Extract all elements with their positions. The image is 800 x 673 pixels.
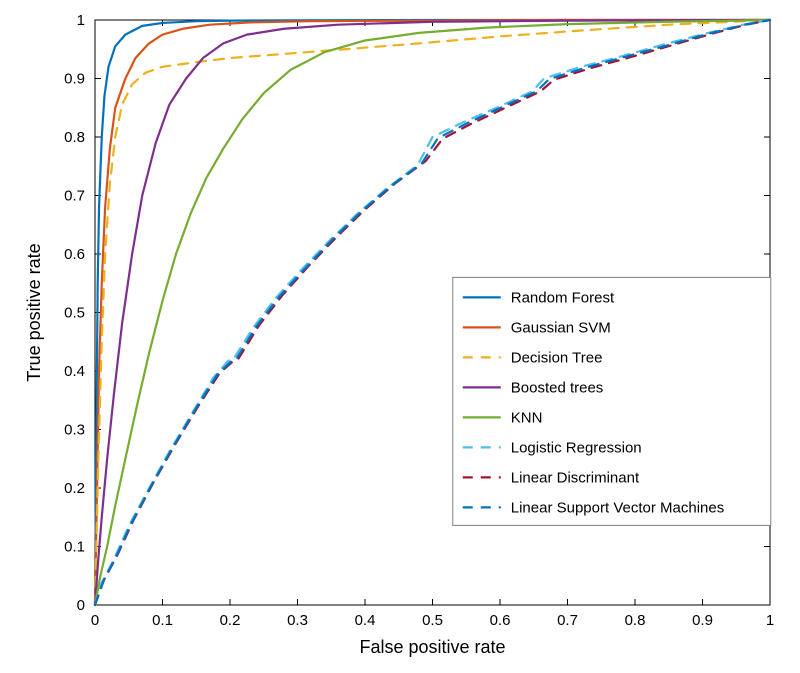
y-axis-label: True positive rate	[24, 243, 44, 381]
y-tick-label: 0.9	[64, 71, 85, 88]
y-tick-label: 0.5	[64, 305, 85, 322]
y-tick-label: 1	[77, 12, 85, 29]
x-tick-label: 0.3	[287, 612, 308, 629]
x-axis-label: False positive rate	[359, 637, 505, 657]
y-tick-label: 0.6	[64, 246, 85, 263]
y-tick-label: 0.8	[64, 129, 85, 146]
x-tick-label: 0.6	[490, 612, 511, 629]
legend-label: Logistic Regression	[511, 439, 642, 456]
legend-label: Gaussian SVM	[511, 319, 611, 336]
legend-label: Linear Discriminant	[511, 469, 640, 486]
y-tick-label: 0.3	[64, 422, 85, 439]
x-tick-label: 0.4	[355, 612, 376, 629]
legend-label: Linear Support Vector Machines	[511, 499, 724, 516]
y-tick-label: 0	[77, 597, 85, 614]
x-tick-label: 0.9	[692, 612, 713, 629]
x-tick-label: 0.2	[220, 612, 241, 629]
x-tick-label: 1	[766, 612, 774, 629]
legend-label: KNN	[511, 409, 543, 426]
y-tick-label: 0.7	[64, 188, 85, 205]
legend-label: Decision Tree	[511, 349, 603, 366]
roc-svg: 0 0.1 0.2 0.3 0.4 0.5 0.6 0.7 0.8 0.9 1 0 0.1 0.2 0.3 0…	[0, 0, 800, 673]
y-tick-label: 0.1	[64, 539, 85, 556]
x-tick-label: 0.5	[422, 612, 443, 629]
legend-label: Random Forest	[511, 289, 615, 306]
roc-chart: 0 0.1 0.2 0.3 0.4 0.5 0.6 0.7 0.8 0.9 1 0 0.1 0.2 0.3 0…	[0, 0, 800, 673]
y-tick-label: 0.2	[64, 480, 85, 497]
legend-box	[453, 277, 771, 525]
x-tick-label: 0.1	[152, 612, 173, 629]
x-tick-label: 0.7	[557, 612, 578, 629]
y-tick-label: 0.4	[64, 363, 85, 380]
x-tick-label: 0.8	[625, 612, 646, 629]
x-tick-label: 0	[91, 612, 99, 629]
legend-label: Boosted trees	[511, 379, 604, 396]
